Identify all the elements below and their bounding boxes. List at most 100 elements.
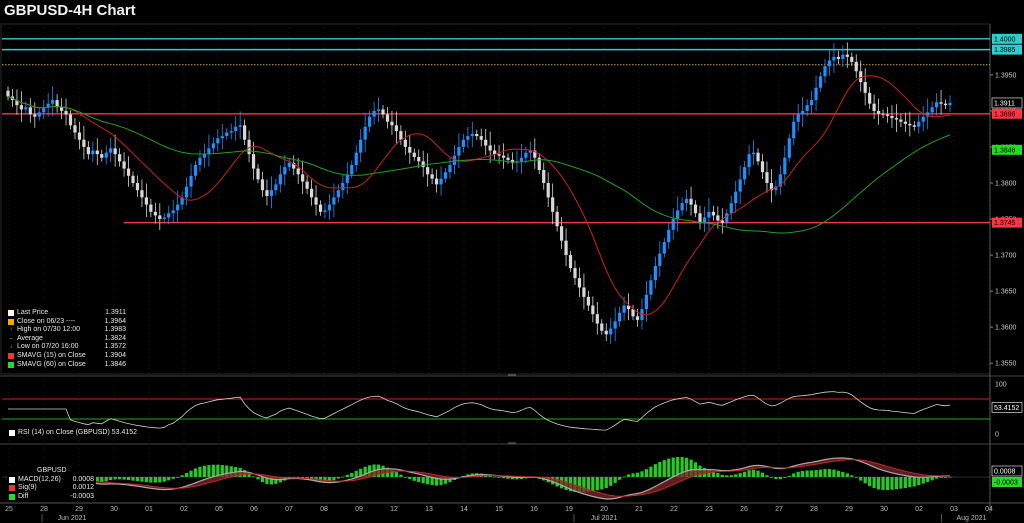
- macd-hist-bar: [845, 473, 849, 477]
- macd-hist-bar: [443, 477, 448, 484]
- macd-hist-bar: [354, 470, 358, 477]
- y-tick-label: 1.3700: [995, 253, 1017, 260]
- candle-body: [622, 305, 626, 313]
- macd-hist-bar: [622, 476, 626, 478]
- legend-swatch: [8, 310, 14, 317]
- macd-hist-bar: [814, 470, 818, 477]
- candle-body: [251, 154, 256, 169]
- macd-hist-bar: [497, 477, 501, 478]
- candle-body: [448, 164, 452, 173]
- macd-hist-bar: [256, 477, 260, 480]
- candle-body: [542, 170, 546, 183]
- macd-legend-swatch: [9, 485, 15, 492]
- macd-hist-bar: [100, 477, 104, 483]
- candle-body: [778, 174, 782, 187]
- macd-hist-bar: [743, 471, 747, 477]
- macd-hist-bar: [850, 475, 854, 477]
- macd-hist-bar: [323, 477, 327, 483]
- candle-body: [693, 204, 698, 214]
- candle-body: [939, 102, 943, 104]
- macd-hist-bar: [769, 477, 774, 478]
- legend-value: 1.3904: [104, 351, 126, 359]
- legend-swatch: –: [9, 335, 13, 342]
- candle-body: [841, 54, 845, 59]
- macd-hist-bar: [765, 475, 769, 477]
- rsi-legend: RSI (14) on Close (GBPUSD) 53.4152: [7, 428, 140, 439]
- candle-body: [930, 107, 934, 113]
- macd-hist-bar: [885, 477, 890, 490]
- candle-body: [211, 143, 215, 149]
- macd-hist-bar: [434, 477, 439, 486]
- macd-hist-bar: [894, 477, 899, 490]
- macd-value-label: -0.0003: [994, 480, 1018, 487]
- x-tick-label: 07: [285, 506, 293, 513]
- macd-hist-bar: [113, 477, 117, 480]
- macd-hist-bar: [832, 469, 836, 477]
- candle-body: [618, 312, 622, 322]
- candle-body: [153, 211, 157, 216]
- macd-hist-bar: [796, 471, 800, 477]
- candle-body: [318, 204, 323, 212]
- macd-hist-bar: [586, 477, 590, 492]
- x-tick-label: 19: [565, 506, 573, 513]
- macd-hist-bar: [658, 461, 662, 477]
- candle-body: [390, 121, 394, 126]
- macd-hist-bar: [613, 477, 617, 483]
- macd-hist-bar: [176, 477, 180, 478]
- candle-body: [506, 157, 510, 160]
- macd-hist-bar: [225, 465, 229, 477]
- candle-body: [42, 107, 46, 113]
- macd-hist-bar: [189, 470, 193, 477]
- candle-body: [644, 294, 649, 310]
- x-tick-label: 05: [215, 506, 223, 513]
- legend-swatch: ↓: [9, 344, 13, 351]
- candle-body: [394, 125, 399, 132]
- candle-body: [537, 157, 541, 171]
- macd-hist-bar: [582, 477, 586, 493]
- candle-body: [917, 121, 921, 127]
- macd-hist-bar: [934, 477, 939, 479]
- macd-legend-row: Sig(9) 0.0012: [9, 484, 94, 493]
- candle-body: [225, 132, 229, 137]
- candle-body: [653, 265, 657, 281]
- candle-body: [524, 152, 528, 158]
- candle-body: [184, 186, 189, 198]
- macd-hist-bar: [412, 477, 416, 481]
- macd-hist-bar: [350, 472, 354, 477]
- x-tick-label: 03: [950, 506, 958, 513]
- candle-body: [314, 197, 318, 205]
- macd-hist-bar: [653, 464, 657, 477]
- candle-body: [135, 182, 140, 191]
- x-tick-label: 28: [40, 506, 48, 513]
- macd-hist-bar: [729, 475, 733, 477]
- candle-body: [863, 82, 867, 93]
- macd-hist-bar: [917, 477, 921, 486]
- legend-value: 1.3846: [104, 360, 126, 368]
- candle-body: [461, 139, 465, 147]
- candle-body: [805, 105, 809, 111]
- candle-body: [903, 121, 907, 124]
- macd-hist-bar: [336, 477, 340, 479]
- macd-hist-bar: [229, 466, 233, 477]
- macd-hist-bar: [778, 477, 782, 480]
- price-tag: [992, 217, 1022, 228]
- macd-hist-bar: [676, 457, 680, 477]
- candle-body: [368, 116, 372, 127]
- candle-body: [801, 110, 805, 115]
- x-tick-label: 02: [915, 506, 923, 513]
- legend-row: ↓ Low on 07/20 16:00 1.3572: [8, 343, 127, 352]
- macd-hist-bar: [667, 458, 671, 477]
- price-tag: [992, 108, 1022, 119]
- candle-body: [238, 125, 242, 127]
- chart-title: GBPUSD-4H Chart: [4, 2, 136, 19]
- candle-body: [59, 107, 64, 111]
- candle-body: [64, 110, 68, 115]
- macd-hist-bar: [604, 477, 608, 489]
- candle-body: [582, 287, 586, 297]
- macd-hist-bar: [662, 460, 666, 477]
- candle-body: [595, 314, 599, 324]
- macd-hist-bar: [216, 464, 220, 477]
- candle-body: [479, 136, 483, 140]
- price-tag-label: 1.3911: [994, 100, 1015, 107]
- candle-body: [332, 197, 336, 205]
